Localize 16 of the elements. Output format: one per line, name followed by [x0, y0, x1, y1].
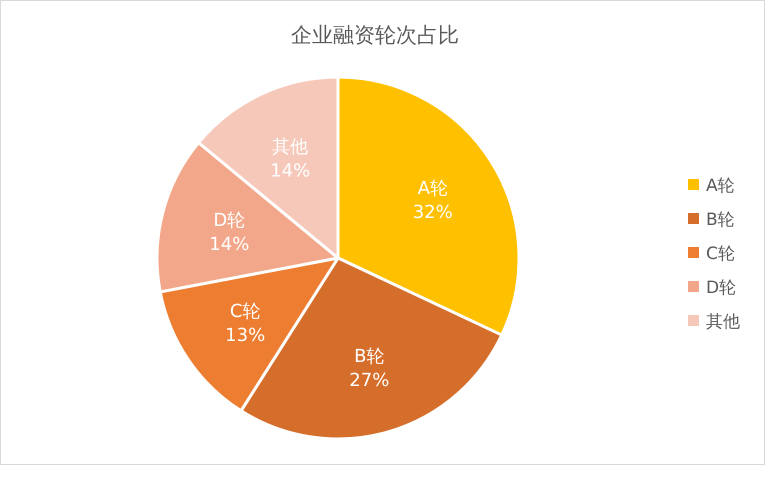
- chart-title: 企业融资轮次占比: [291, 23, 459, 47]
- data-label: 14%: [209, 234, 250, 256]
- legend-label: C轮: [706, 244, 735, 264]
- slice-label: D轮: [213, 210, 246, 232]
- data-label: 14%: [270, 160, 310, 182]
- legend-label: 其他: [706, 312, 740, 332]
- legend-label: D轮: [706, 278, 736, 298]
- data-label: 13%: [225, 325, 266, 346]
- data-label: 32%: [412, 202, 453, 223]
- slice-label: A轮: [418, 178, 448, 199]
- slice-label: B轮: [354, 346, 384, 367]
- data-label: 27%: [349, 370, 390, 391]
- slice-label: C轮: [230, 301, 260, 322]
- legend-label: A轮: [706, 176, 735, 196]
- slice-label: 其他: [272, 136, 308, 158]
- legend-label: B轮: [706, 210, 735, 230]
